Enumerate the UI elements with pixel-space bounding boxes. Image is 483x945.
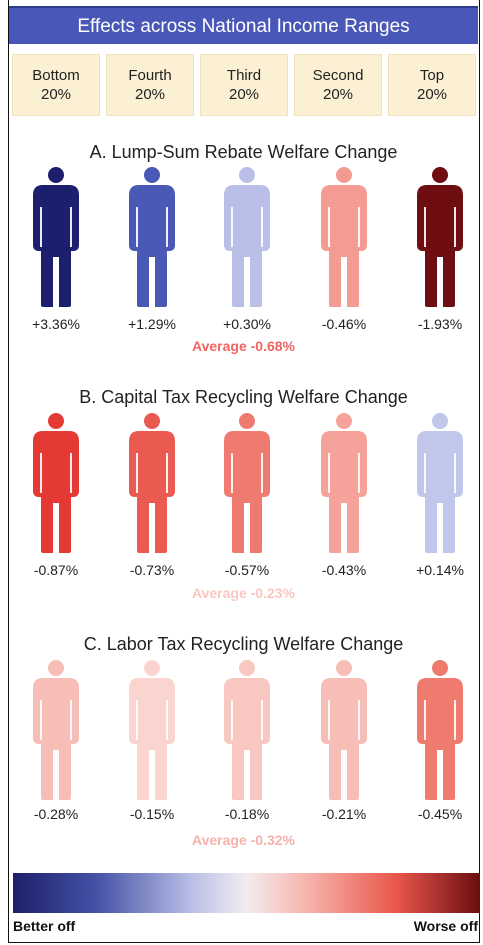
quintile-share: 20%: [322, 86, 354, 103]
panel-a-values: +3.36% +1.29% +0.30% -0.46% -1.93%: [9, 316, 478, 336]
person-icon-top: [411, 167, 469, 307]
panel-b-figures: [9, 413, 478, 553]
quintile-label: Top: [419, 67, 445, 84]
panel-b-average: Average -0.23%: [192, 585, 295, 601]
panel-b-value-second: -0.43%: [321, 562, 367, 578]
person-icon-top: [411, 660, 469, 800]
quintile-third: Third 20%: [200, 54, 288, 116]
quintile-label: Fourth: [128, 67, 172, 84]
person-icon-bottom: [27, 660, 85, 800]
person-icon-fourth: [123, 660, 181, 800]
panel-a-value-fourth: +1.29%: [128, 316, 176, 332]
quintile-share: 20%: [228, 86, 260, 103]
quintile-label: Bottom: [32, 67, 80, 84]
quintile-top: Top 20%: [388, 54, 476, 116]
quintile-label: Second: [312, 67, 364, 84]
welfare-color-scale: [13, 873, 480, 913]
person-icon-fourth: [123, 413, 181, 553]
panel-a-title: A. Lump-Sum Rebate Welfare Change: [89, 142, 398, 162]
person-icon-bottom: [27, 413, 85, 553]
panel-c-values: -0.28% -0.15% -0.18% -0.21% -0.45%: [9, 806, 478, 826]
panel-b-value-fourth: -0.73%: [129, 562, 175, 578]
panel-b-value-bottom: -0.87%: [33, 562, 79, 578]
panel-c-value-bottom: -0.28%: [33, 806, 79, 822]
person-icon-second: [315, 413, 373, 553]
infographic-title: Effects across National Income Ranges: [9, 6, 478, 44]
quintile-share: 20%: [416, 86, 448, 103]
panel-c-average: Average -0.32%: [192, 832, 295, 848]
panel-c-value-fourth: -0.15%: [129, 806, 175, 822]
person-icon-bottom: [27, 167, 85, 307]
panel-a-value-second: -0.46%: [321, 316, 367, 332]
quintile-label: Third: [226, 67, 262, 84]
panel-c-value-third: -0.18%: [224, 806, 270, 822]
panel-a-value-top: -1.93%: [417, 316, 463, 332]
person-icon-second: [315, 660, 373, 800]
quintile-fourth: Fourth 20%: [106, 54, 194, 116]
panel-a-average: Average -0.68%: [192, 338, 295, 354]
quintile-share: 20%: [134, 86, 166, 103]
infographic-frame: [8, 0, 480, 943]
panel-a-value-bottom: +3.36%: [32, 316, 80, 332]
panel-b-title: B. Capital Tax Recycling Welfare Change: [79, 387, 408, 407]
panel-b-values: -0.87% -0.73% -0.57% -0.43% +0.14%: [9, 562, 478, 582]
quintile-headers: Bottom 20% Fourth 20% Third 20% Second 2…: [12, 54, 476, 116]
person-icon-top: [411, 413, 469, 553]
panel-b-value-third: -0.57%: [224, 562, 270, 578]
better-off-label: Better off: [13, 918, 76, 934]
person-icon-third: [218, 413, 276, 553]
person-icon-fourth: [123, 167, 181, 307]
panel-a-value-third: +0.30%: [223, 316, 271, 332]
panel-c-title: C. Labor Tax Recycling Welfare Change: [83, 634, 404, 654]
panel-c-figures: [9, 660, 478, 800]
quintile-second: Second 20%: [294, 54, 382, 116]
panel-a-figures: [9, 167, 478, 307]
panel-c-value-second: -0.21%: [321, 806, 367, 822]
person-icon-third: [218, 167, 276, 307]
quintile-share: 20%: [40, 86, 72, 103]
worse-off-label: Worse off: [413, 918, 478, 934]
panel-b-value-top: +0.14%: [416, 562, 464, 578]
person-icon-third: [218, 660, 276, 800]
panel-c-value-top: -0.45%: [417, 806, 463, 822]
quintile-bottom: Bottom 20%: [12, 54, 100, 116]
person-icon-second: [315, 167, 373, 307]
